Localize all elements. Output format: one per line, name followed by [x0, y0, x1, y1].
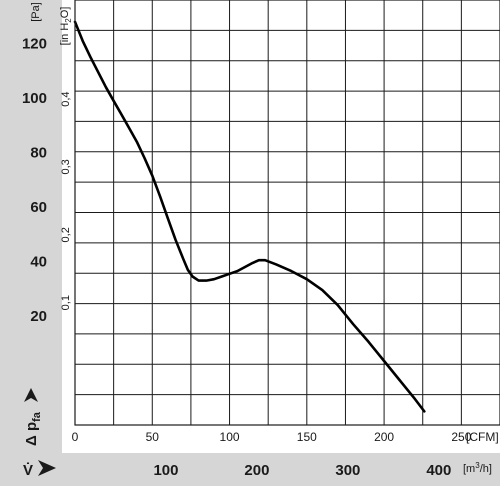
plot-frame	[74, 0, 500, 426]
svg-text:Δ pfa: Δ pfa	[23, 411, 43, 446]
cfm-tick-label: 0	[72, 430, 79, 444]
cfm-tick-label: 250	[451, 430, 471, 444]
m3h-tick-label: 300	[335, 462, 360, 479]
pa-tick-label: 60	[30, 199, 47, 216]
pa-tick-label: 80	[30, 145, 47, 162]
x-arrow-icon	[38, 460, 56, 476]
pa-tick-label: 120	[22, 36, 47, 53]
cfm-tick-label: 150	[297, 430, 317, 444]
inh2o-tick-label: 0,2	[60, 227, 72, 242]
x-axis-label: V̇	[23, 460, 56, 479]
cfm-tick-label: 50	[146, 430, 160, 444]
inh2o-tick-label: 0,4	[60, 91, 72, 106]
m3h-axis-unit: [m3/h]	[463, 461, 492, 475]
bottom-gutter	[0, 453, 500, 486]
pa-tick-label: 100	[22, 90, 47, 107]
y-arrow-icon	[24, 388, 38, 402]
y-axis-label: Δ pfa	[23, 388, 43, 446]
left-gutter	[0, 0, 62, 486]
m3h-tick-label: 200	[244, 462, 269, 479]
cfm-axis-unit: [CFM]	[466, 430, 499, 444]
pressure-curve	[73, 20, 426, 413]
inh2o-tick-label: 0,3	[60, 159, 72, 174]
svg-text:V̇: V̇	[23, 462, 33, 479]
m3h-tick-label: 100	[153, 462, 178, 479]
pa-tick-label: 40	[30, 254, 47, 271]
pa-tick-label: 20	[30, 308, 47, 325]
m3h-tick-label: 400	[426, 462, 451, 479]
inh2o-axis-unit: [in H2O]	[59, 7, 73, 46]
inh2o-tick-label: 0,1	[60, 295, 72, 310]
grid	[75, 0, 500, 425]
cfm-tick-label: 200	[374, 430, 394, 444]
cfm-tick-label: 100	[220, 430, 240, 444]
pa-axis-unit: [Pa]	[30, 2, 42, 22]
